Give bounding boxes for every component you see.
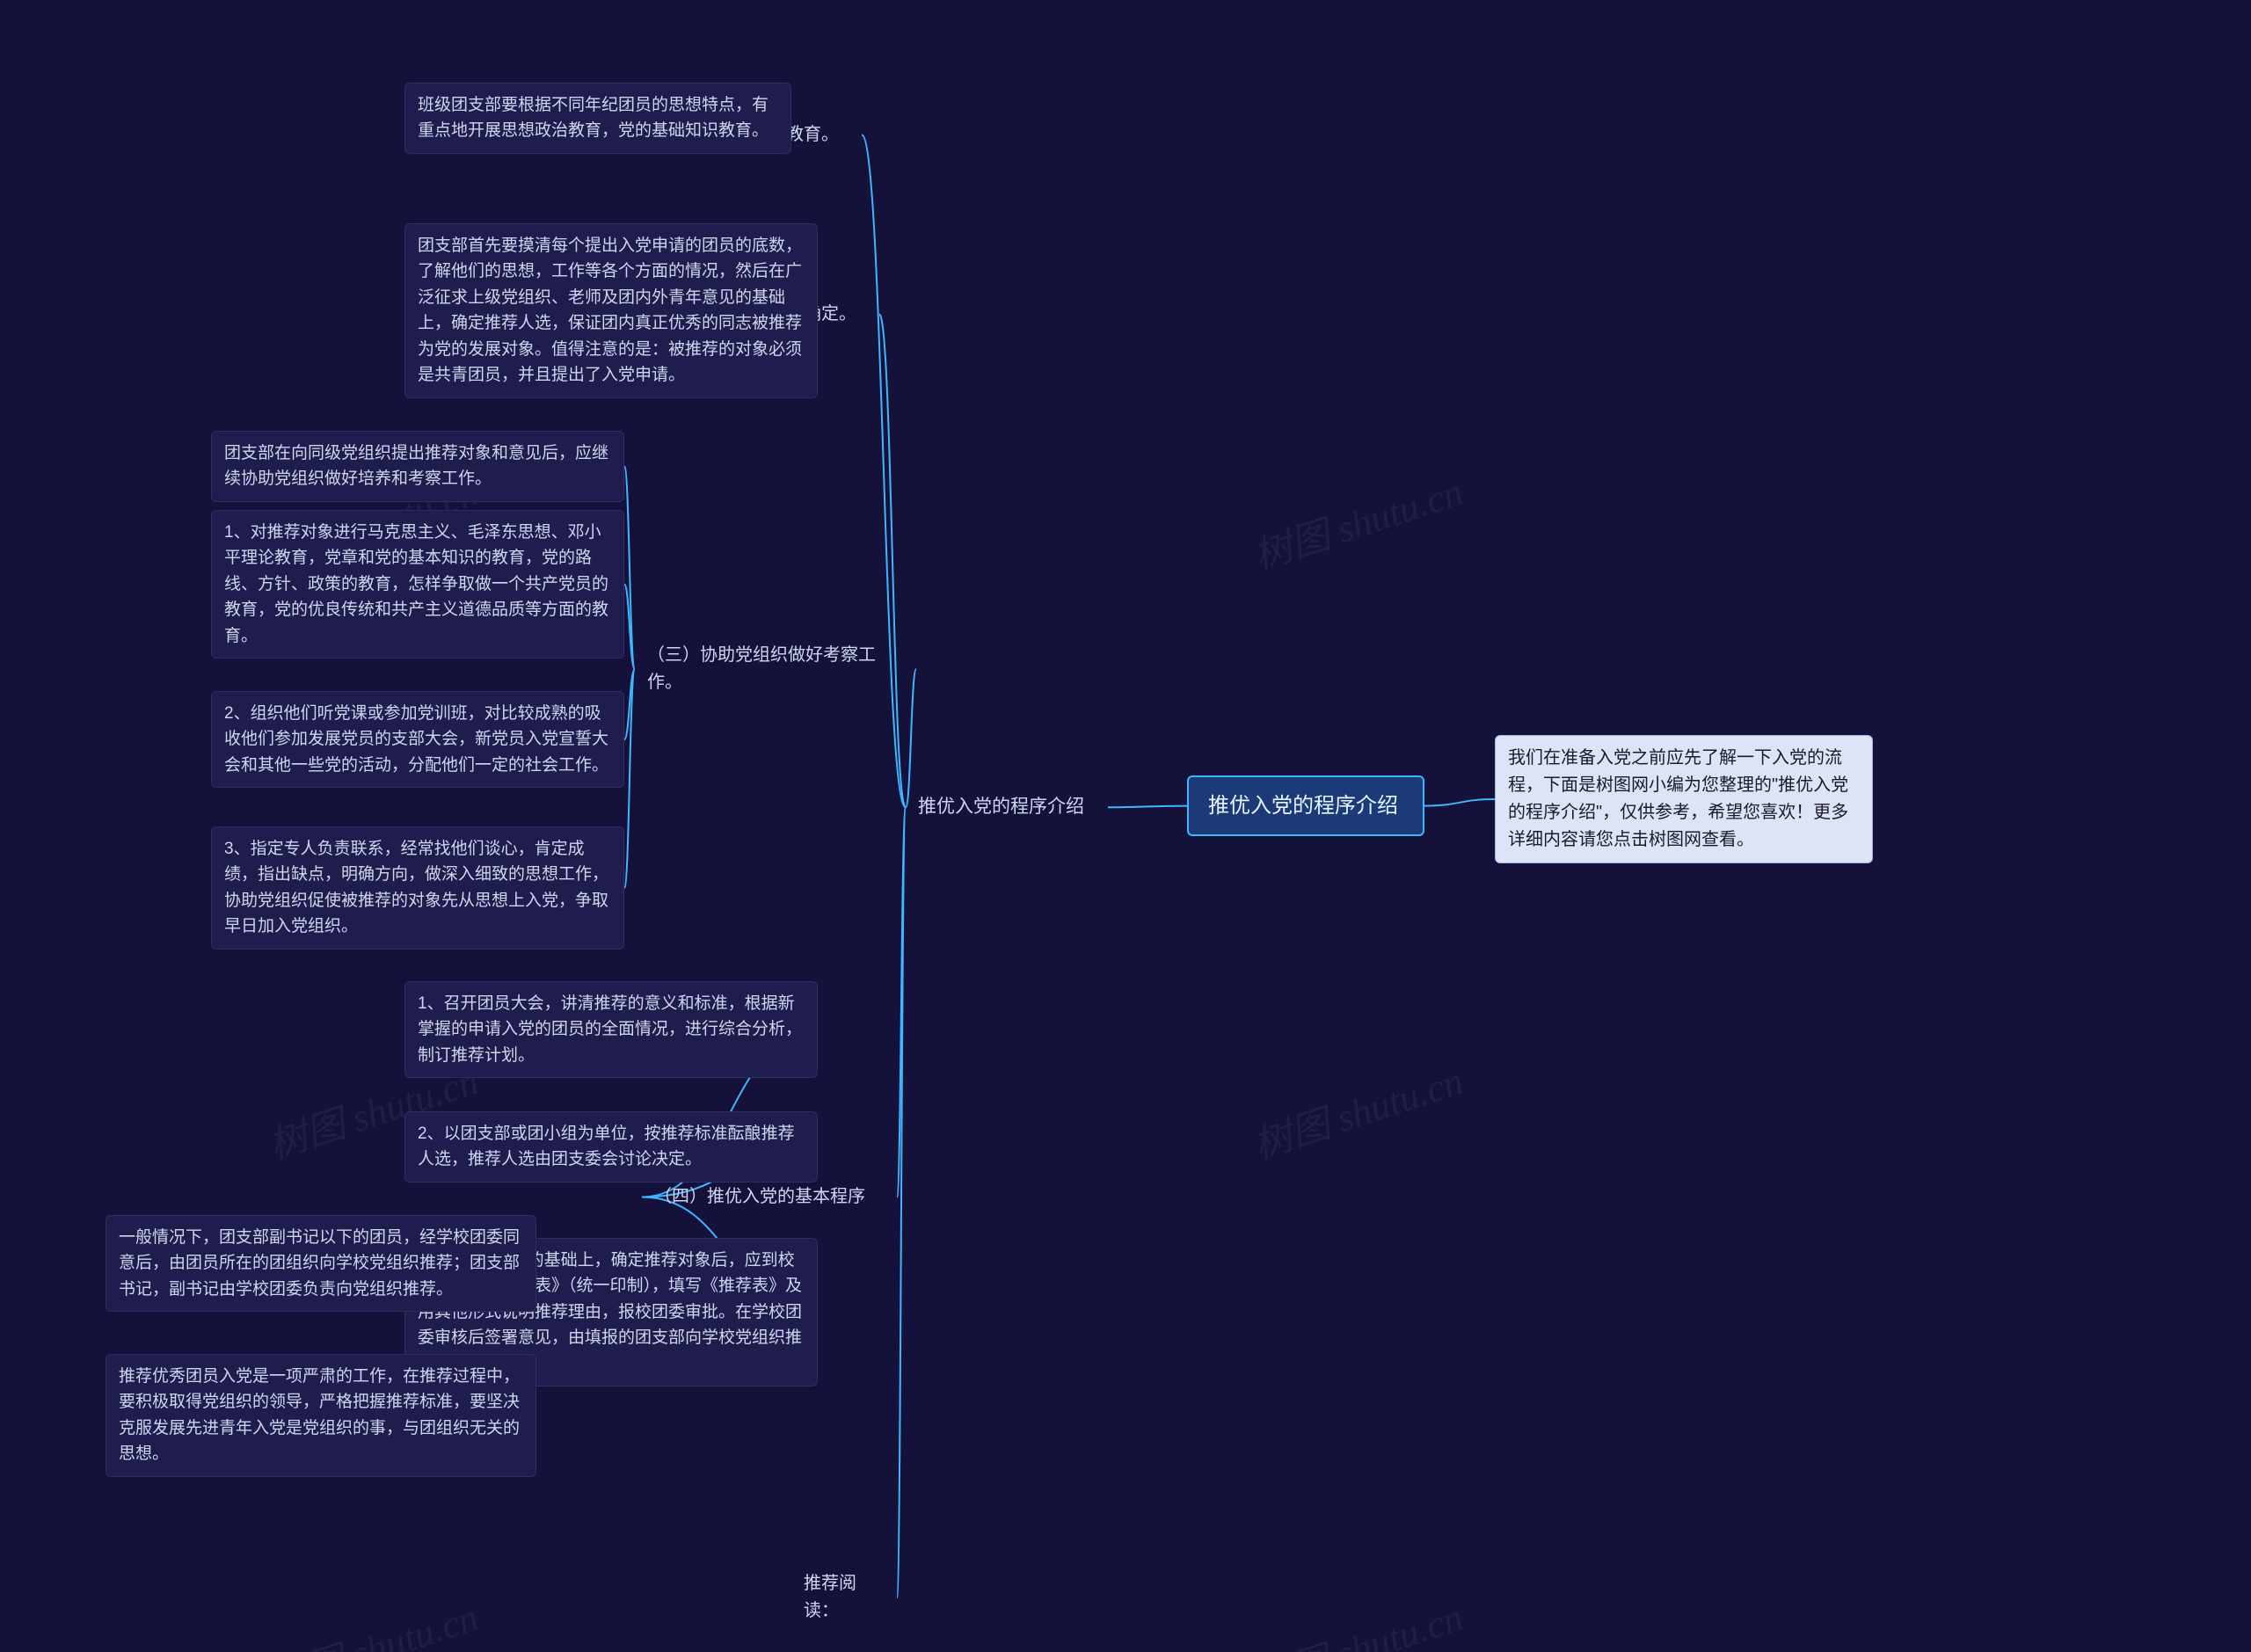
leaf-s4b-label: 2、以团支部或团小组为单位，按推荐标准酝酿推荐人选，推荐人选由团支委会讨论决定。 [418,1124,795,1168]
leaf-s2a: 团支部首先要摸清每个提出入党申请的团员的底数，了解他们的思想，工作等各个方面的情… [404,223,818,398]
root-node[interactable]: 推优入党的程序介绍 [1187,775,1424,836]
leaf-s4c1-label: 一般情况下，团支部副书记以下的团员，经学校团委同意后，由团员所在的团组织向学校党… [119,1228,520,1299]
section-s5[interactable]: 推荐阅读： [791,1561,897,1634]
section-s3[interactable]: （三）协助党组织做好考察工作。 [635,633,916,705]
watermark: 树图 shutu.cn [1245,1049,1469,1169]
root-label: 推优入党的程序介绍 [1208,794,1398,818]
leaf-s1a: 班级团支部要根据不同年纪团员的思想特点，有重点地开展思想政治教育，党的基础知识教… [404,83,791,154]
leaf-s4c2-label: 推荐优秀团员入党是一项严肃的工作，在推荐过程中，要积极取得党组织的领导，严格把握… [119,1367,520,1463]
leaf-s3c-label: 2、组织他们听党课或参加党训班，对比较成熟的吸收他们参加发展党员的支部大会，新党… [224,704,608,775]
leaf-s3a-label: 团支部在向同级党组织提出推荐对象和意见后，应继续协助党组织做好培养和考察工作。 [224,444,608,488]
leaf-s3b: 1、对推荐对象进行马克思主义、毛泽东思想、邓小平理论教育，党章和党的基本知识的教… [211,510,624,659]
leaf-s1a-label: 班级团支部要根据不同年纪团员的思想特点，有重点地开展思想政治教育，党的基础知识教… [418,96,769,140]
leaf-s3d: 3、指定专人负责联系，经常找他们谈心，肯定成绩，指出缺点，明确方向，做深入细致的… [211,826,624,950]
watermark: 树图 shutu.cn [260,1585,484,1652]
leaf-s3b-label: 1、对推荐对象进行马克思主义、毛泽东思想、邓小平理论教育，党章和党的基本知识的教… [224,523,608,645]
section-s4-label: （四）推优入党的基本程序 [654,1187,865,1206]
leaf-s4a-label: 1、召开团员大会，讲清推荐的意义和标准，根据新掌握的申请入党的团员的全面情况，进… [418,994,802,1065]
leaf-s3a: 团支部在向同级党组织提出推荐对象和意见后，应继续协助党组织做好培养和考察工作。 [211,431,624,502]
leaf-s4b: 2、以团支部或团小组为单位，按推荐标准酝酿推荐人选，推荐人选由团支委会讨论决定。 [404,1111,818,1183]
intro-text: 我们在准备入党之前应先了解一下入党的流程，下面是树图网小编为您整理的"推优入党的… [1508,748,1848,849]
watermark: 树图 shutu.cn [1245,460,1469,580]
leaf-s4a: 1、召开团员大会，讲清推荐的意义和标准，根据新掌握的申请入党的团员的全面情况，进… [404,981,818,1078]
level1-node[interactable]: 推优入党的程序介绍 [906,784,1108,831]
leaf-s2a-label: 团支部首先要摸清每个提出入党申请的团员的底数，了解他们的思想，工作等各个方面的情… [418,237,802,384]
leaf-s4c1: 一般情况下，团支部副书记以下的团员，经学校团委同意后，由团员所在的团组织向学校党… [106,1215,536,1312]
leaf-s4c2: 推荐优秀团员入党是一项严肃的工作，在推荐过程中，要积极取得党组织的领导，严格把握… [106,1354,536,1477]
leaf-s3d-label: 3、指定专人负责联系，经常找他们谈心，肯定成绩，指出缺点，明确方向，做深入细致的… [224,840,608,935]
section-s5-label: 推荐阅读： [804,1574,856,1620]
section-s3-label: （三）协助党组织做好考察工作。 [647,645,876,692]
level1-label: 推优入党的程序介绍 [918,797,1084,817]
leaf-s3c: 2、组织他们听党课或参加党训班，对比较成熟的吸收他们参加发展党员的支部大会，新党… [211,691,624,788]
intro-node: 我们在准备入党之前应先了解一下入党的流程，下面是树图网小编为您整理的"推优入党的… [1495,735,1873,863]
watermark: 树图 shutu.cn [1245,1585,1469,1652]
